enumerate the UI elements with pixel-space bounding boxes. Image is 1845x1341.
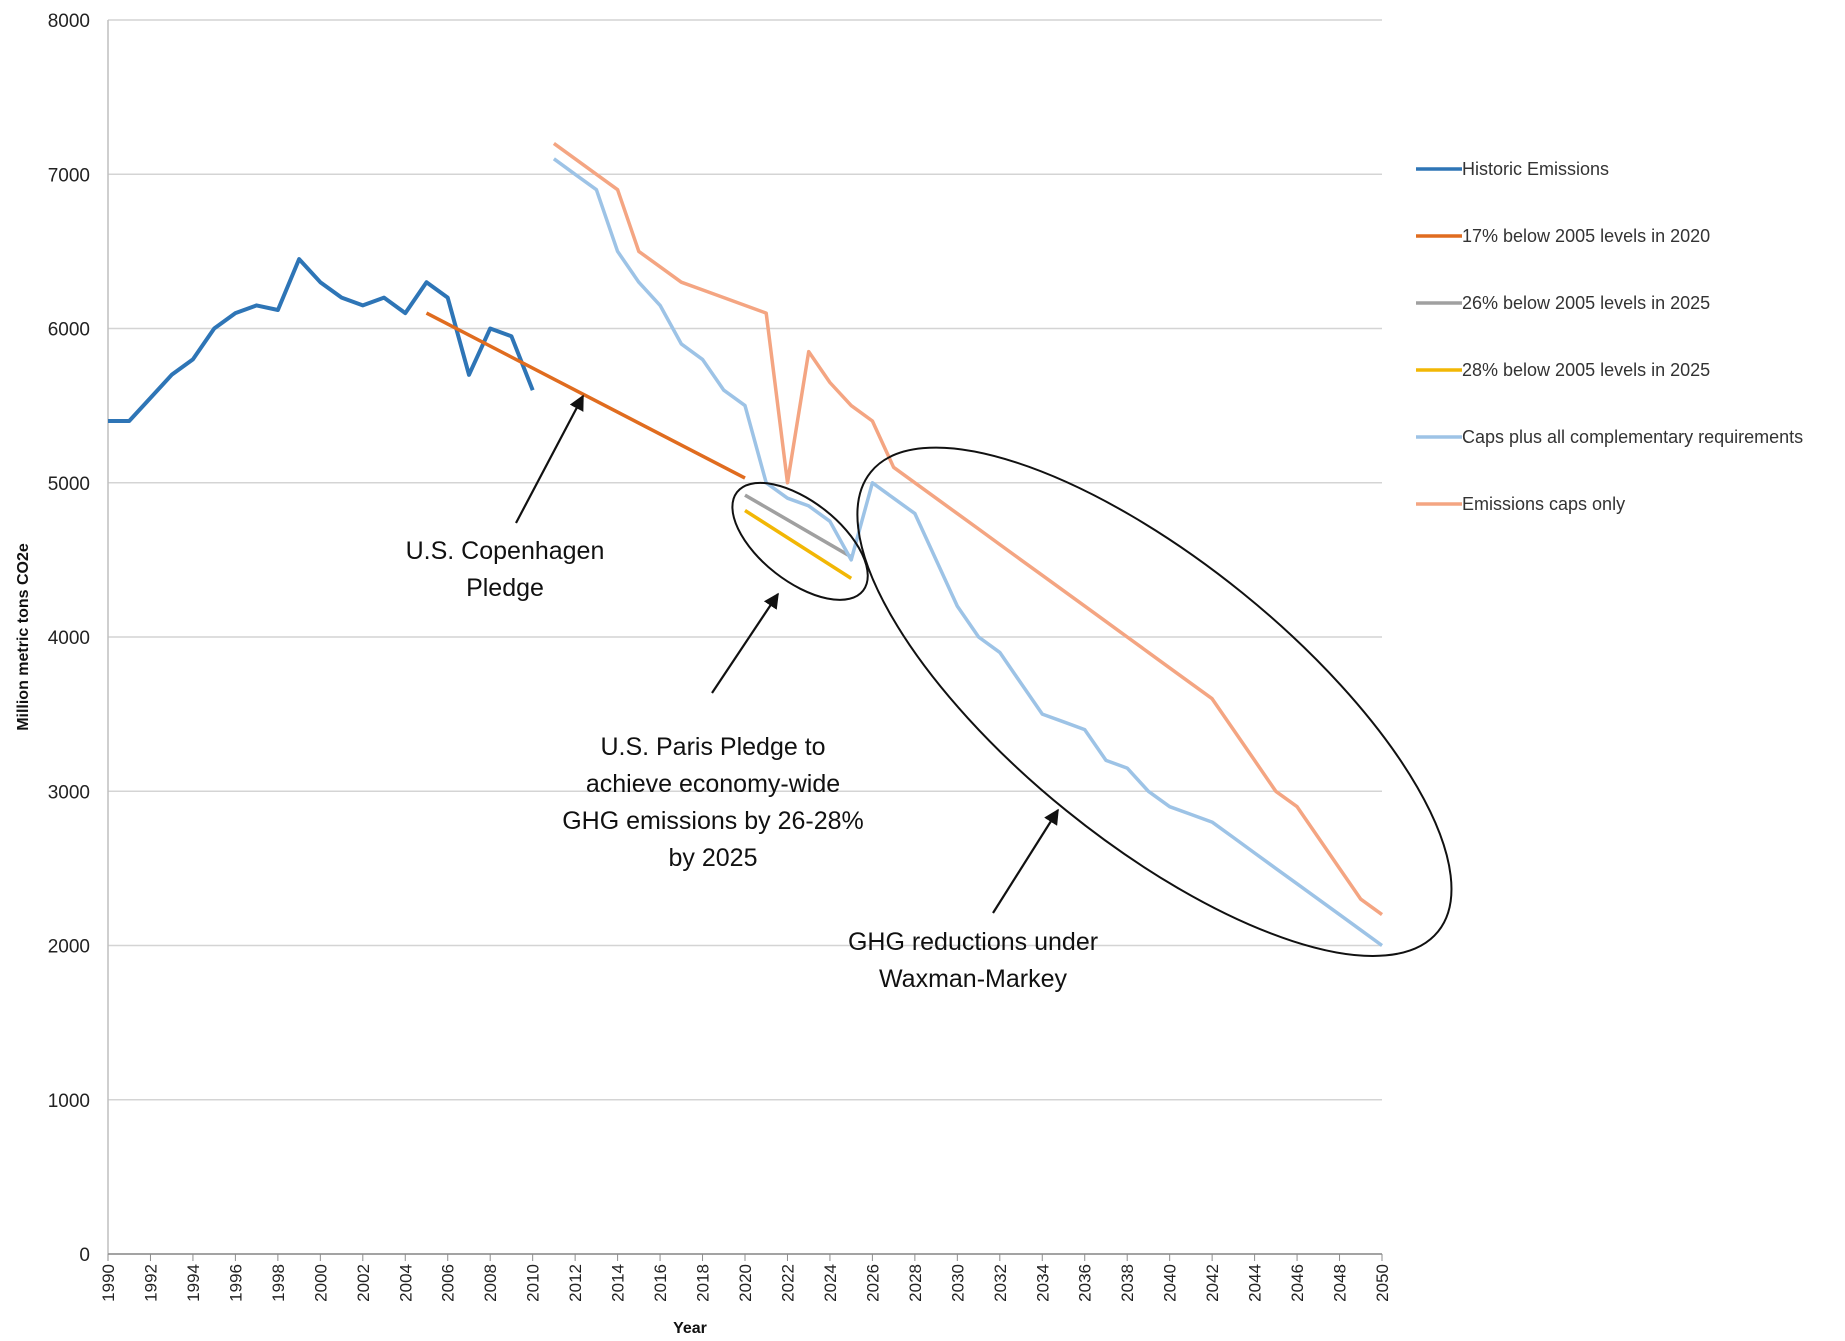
x-tick-label: 2008 bbox=[481, 1264, 500, 1302]
y-tick-label: 5000 bbox=[48, 474, 90, 495]
annotation-line: Pledge bbox=[466, 574, 544, 602]
annotation-line: by 2025 bbox=[669, 844, 758, 872]
y-tick-label: 6000 bbox=[48, 320, 90, 341]
x-tick-label: 2006 bbox=[439, 1264, 458, 1302]
y-tick-labels: 0 1000 2000 3000 4000 5000 6000 7000 8000 bbox=[48, 11, 90, 1266]
series-lines bbox=[108, 141, 1384, 947]
x-tick-label: 2038 bbox=[1118, 1264, 1137, 1302]
paris-pledge-ellipse bbox=[731, 481, 869, 601]
x-axis-title: Year bbox=[673, 1320, 707, 1337]
x-tick-label: 1990 bbox=[99, 1264, 118, 1302]
y-tick-label: 1000 bbox=[48, 1091, 90, 1112]
gridlines bbox=[108, 19, 1382, 1255]
series-line-4 bbox=[552, 157, 1384, 947]
annotation-line: Waxman-Markey bbox=[879, 965, 1067, 993]
legend-label: 26% below 2005 levels in 2025 bbox=[1462, 293, 1710, 313]
waxman-markey-ellipse bbox=[856, 446, 1453, 957]
x-tick-label: 2030 bbox=[948, 1264, 967, 1302]
annotation-line: U.S. Paris Pledge to bbox=[600, 733, 825, 761]
annotation-line: achieve economy-wide bbox=[586, 770, 840, 798]
x-tick-label: 2016 bbox=[651, 1264, 670, 1302]
annotation-shapes bbox=[515, 394, 1453, 957]
x-tick-label: 2044 bbox=[1246, 1264, 1265, 1302]
x-tick-label: 2032 bbox=[991, 1264, 1010, 1302]
x-tick-label: 2000 bbox=[311, 1264, 330, 1302]
x-tick-label: 2020 bbox=[736, 1264, 755, 1302]
y-tick-label: 0 bbox=[79, 1245, 90, 1266]
annotation-labels: U.S. Copenhagen Pledge U.S. Paris Pledge t… bbox=[406, 537, 1098, 993]
y-tick-label: 4000 bbox=[48, 628, 90, 649]
x-tick-label: 2034 bbox=[1033, 1264, 1052, 1302]
copenhagen-arrow bbox=[515, 394, 584, 524]
x-tick-label: 2028 bbox=[906, 1264, 925, 1302]
x-tick-label: 1994 bbox=[184, 1264, 203, 1302]
x-tick-labels: 1990 1992 1994 1996 1998 2000 2002 2004 2006 2008… bbox=[99, 1254, 1392, 1302]
y-tick-label: 7000 bbox=[48, 165, 90, 186]
x-tick-label: 2048 bbox=[1331, 1264, 1350, 1302]
annotation-line: U.S. Copenhagen bbox=[406, 537, 605, 565]
x-tick-label: 1992 bbox=[141, 1264, 160, 1302]
x-tick-label: 2042 bbox=[1203, 1264, 1222, 1302]
x-tick-label: 2012 bbox=[566, 1264, 585, 1302]
x-tick-label: 2046 bbox=[1288, 1264, 1307, 1302]
waxman-arrow bbox=[992, 808, 1059, 914]
legend: Historic Emissions 17% below 2005 levels … bbox=[1416, 159, 1803, 514]
legend-label: 28% below 2005 levels in 2025 bbox=[1462, 360, 1710, 380]
paris-arrow bbox=[711, 592, 779, 694]
x-tick-label: 2026 bbox=[863, 1264, 882, 1302]
x-tick-label: 2040 bbox=[1161, 1264, 1180, 1302]
x-tick-label: 2018 bbox=[694, 1264, 713, 1302]
series-line-5 bbox=[552, 141, 1384, 917]
x-tick-label: 2036 bbox=[1076, 1264, 1095, 1302]
y-tick-label: 3000 bbox=[48, 782, 90, 803]
x-tick-label: 2050 bbox=[1373, 1264, 1392, 1302]
legend-label: Historic Emissions bbox=[1462, 159, 1609, 179]
series-line-1 bbox=[425, 311, 746, 480]
series-line-0 bbox=[108, 257, 535, 423]
legend-label: Caps plus all complementary requirements bbox=[1462, 427, 1803, 447]
x-tick-label: 2004 bbox=[396, 1264, 415, 1302]
series-line-2 bbox=[744, 493, 853, 559]
legend-label: Emissions caps only bbox=[1462, 494, 1625, 514]
y-tick-label: 2000 bbox=[48, 937, 90, 958]
y-axis-title: Million metric tons CO2e bbox=[15, 543, 32, 731]
annotation-line: GHG reductions under bbox=[848, 928, 1098, 956]
x-tick-label: 2002 bbox=[354, 1264, 373, 1302]
series-line-3 bbox=[744, 509, 853, 580]
annotation-line: GHG emissions by 26-28% bbox=[562, 807, 864, 835]
x-tick-label: 2010 bbox=[524, 1264, 543, 1302]
x-tick-label: 2014 bbox=[609, 1264, 628, 1302]
x-tick-label: 2022 bbox=[778, 1264, 797, 1302]
y-tick-label: 8000 bbox=[48, 11, 90, 32]
x-tick-label: 1996 bbox=[226, 1264, 245, 1302]
x-tick-label: 2024 bbox=[821, 1264, 840, 1302]
x-tick-label: 1998 bbox=[269, 1264, 288, 1302]
legend-label: 17% below 2005 levels in 2020 bbox=[1462, 226, 1710, 246]
